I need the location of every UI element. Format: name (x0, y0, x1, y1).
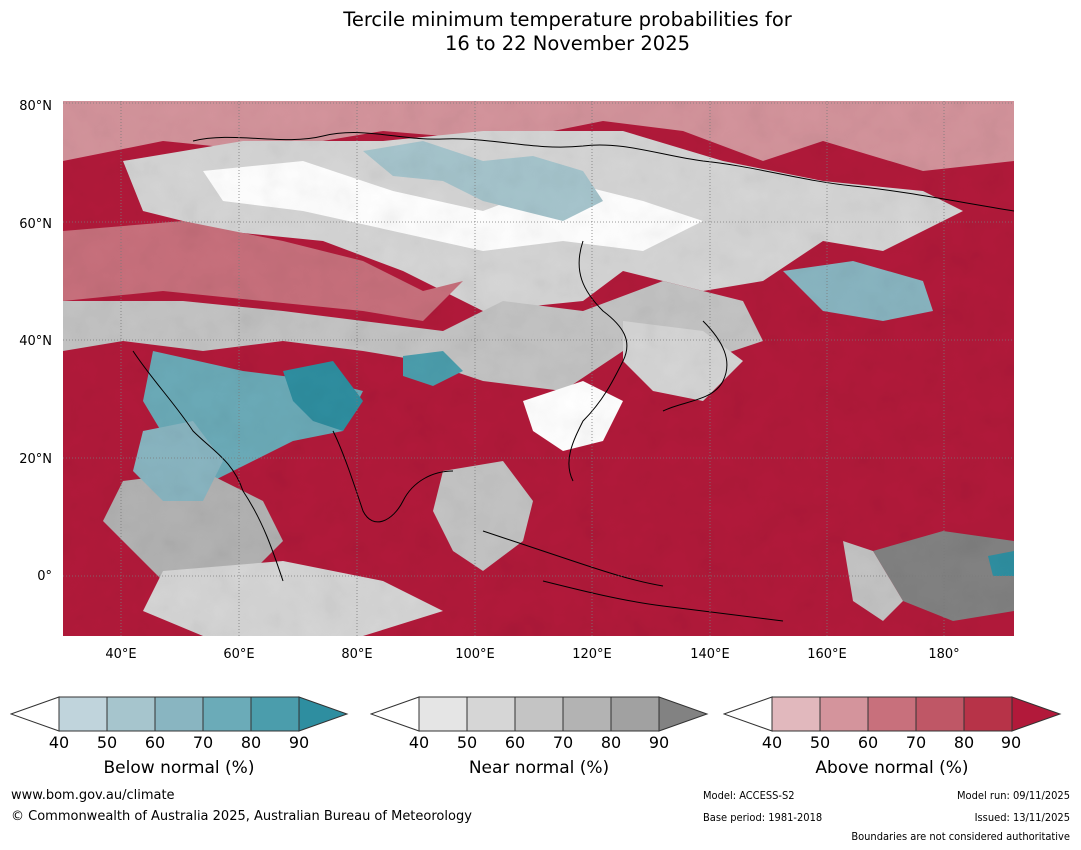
below-cbar-seg-0 (10, 696, 60, 732)
above-cbar-seg-5 (963, 696, 1013, 732)
near-tick-40: 40 (408, 733, 430, 752)
above-cbar-seg-4 (915, 696, 965, 732)
lon-label-80e: 80°E (341, 647, 373, 662)
near-tick-70: 70 (552, 733, 574, 752)
lon-label-140e: 140°E (690, 647, 730, 662)
below-cbar-seg-5 (250, 696, 300, 732)
near-cbar-seg-1 (418, 696, 468, 732)
lon-label-40e: 40°E (105, 647, 137, 662)
map-title: Tercile minimum temperature probabilitie… (0, 8, 1081, 56)
title-line-2: 16 to 22 November 2025 (444, 32, 691, 55)
near-tick-60: 60 (504, 733, 526, 752)
near-normal-title: Near normal (%) (468, 758, 610, 778)
probability-map[interactable] (63, 101, 1014, 636)
above-normal-colorbar (723, 696, 1062, 732)
lon-label-60e: 60°E (223, 647, 255, 662)
above-tick-70: 70 (905, 733, 927, 752)
above-tick-80: 80 (953, 733, 975, 752)
below-cbar-seg-6 (298, 696, 349, 732)
disclaimer-text: Boundaries are not considered authoritat… (851, 830, 1070, 843)
near-cbar-seg-2 (466, 696, 516, 732)
below-tick-60: 60 (144, 733, 166, 752)
below-cbar-seg-4 (202, 696, 252, 732)
below-cbar-seg-3 (154, 696, 204, 732)
above-normal-title: Above normal (%) (815, 758, 969, 778)
above-tick-90: 90 (1000, 733, 1022, 752)
above-tick-50: 50 (809, 733, 831, 752)
below-tick-70: 70 (192, 733, 214, 752)
above-tick-40: 40 (761, 733, 783, 752)
graticule (63, 101, 1014, 636)
issued-text: Issued: 13/11/2025 (974, 811, 1070, 824)
lon-label-180: 180° (928, 647, 960, 662)
lat-label-0: 0° (37, 569, 52, 584)
below-cbar-seg-2 (106, 696, 156, 732)
above-cbar-seg-2 (819, 696, 869, 732)
near-cbar-seg-3 (514, 696, 564, 732)
model-run-text: Model run: 09/11/2025 (957, 789, 1070, 802)
map-svg (63, 101, 1014, 636)
lat-label-60n: 60°N (19, 217, 52, 232)
above-cbar-seg-6 (1011, 696, 1062, 732)
above-cbar-seg-0 (723, 696, 773, 732)
model-text: Model: ACCESS-S2 (703, 789, 795, 802)
coastlines (132, 132, 1014, 622)
above-tick-60: 60 (857, 733, 879, 752)
below-tick-80: 80 (240, 733, 262, 752)
below-tick-40: 40 (48, 733, 70, 752)
lat-label-20n: 20°N (19, 452, 52, 467)
near-cbar-seg-0 (370, 696, 420, 732)
near-tick-50: 50 (456, 733, 478, 752)
texture-overlay (63, 101, 1014, 636)
near-cbar-seg-4 (562, 696, 612, 732)
near-tick-90: 90 (648, 733, 670, 752)
near-cbar-seg-6 (658, 696, 709, 732)
near-tick-80: 80 (600, 733, 622, 752)
lon-label-120e: 120°E (572, 647, 612, 662)
below-normal-title: Below normal (%) (103, 758, 255, 778)
lat-label-40n: 40°N (19, 334, 52, 349)
below-cbar-seg-1 (58, 696, 108, 732)
below-tick-90: 90 (288, 733, 310, 752)
near-cbar-seg-5 (610, 696, 660, 732)
lon-label-100e: 100°E (455, 647, 495, 662)
below-tick-50: 50 (96, 733, 118, 752)
above-cbar-seg-3 (867, 696, 917, 732)
near-normal-colorbar (370, 696, 709, 732)
website-link[interactable]: www.bom.gov.au/climate (11, 788, 175, 803)
lat-label-80n: 80°N (19, 99, 52, 114)
base-period-text: Base period: 1981-2018 (703, 811, 823, 824)
above-cbar-seg-1 (771, 696, 821, 732)
lon-label-160e: 160°E (807, 647, 847, 662)
below-normal-colorbar (10, 696, 349, 732)
title-line-1: Tercile minimum temperature probabilitie… (343, 8, 792, 31)
copyright-text: © Commonwealth of Australia 2025, Austra… (11, 809, 472, 824)
